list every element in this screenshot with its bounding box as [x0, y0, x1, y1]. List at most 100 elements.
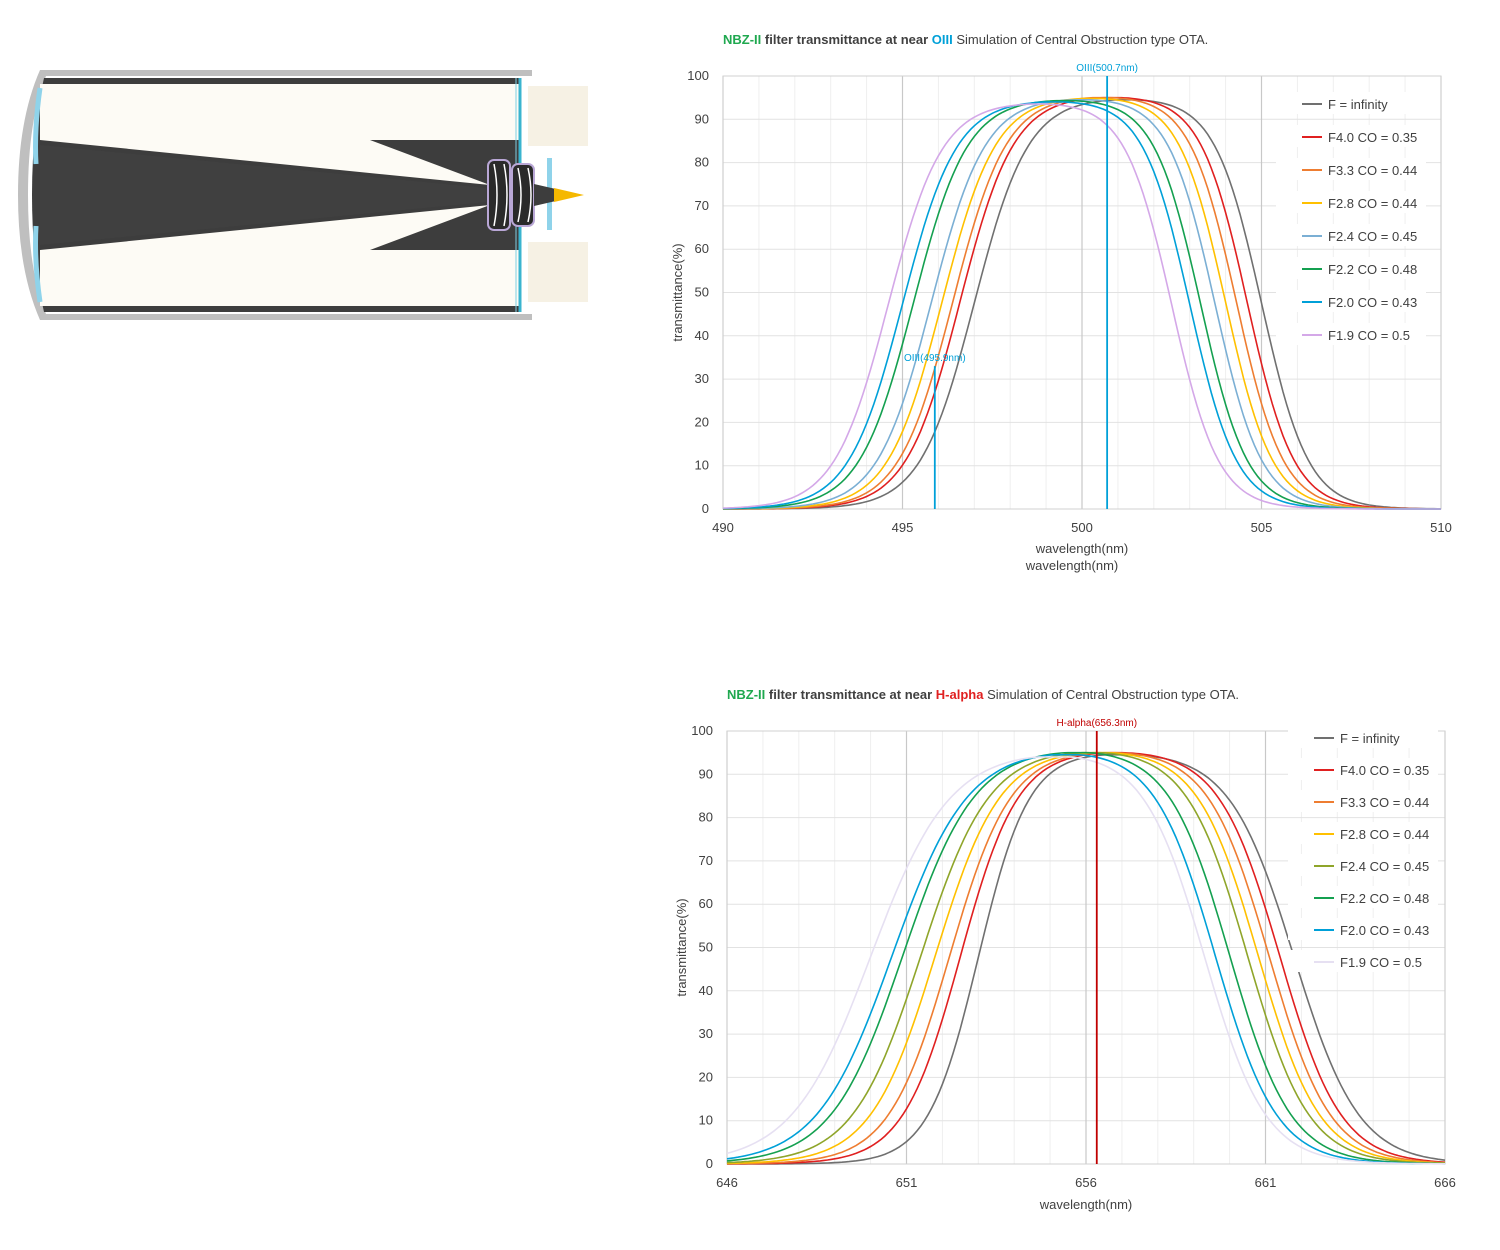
- lens-curves: [493, 163, 532, 227]
- lens-group: [487, 159, 511, 231]
- title-part: OIII: [931, 32, 953, 47]
- legend-bg: [1288, 758, 1438, 780]
- legend-label: F4.0 CO = 0.35: [1340, 763, 1429, 778]
- x-tick-label: 510: [1430, 520, 1452, 535]
- series-line: [723, 99, 1441, 510]
- annotation-label: OIII(500.7nm): [1076, 63, 1138, 74]
- x-tick-label: 651: [896, 1175, 918, 1190]
- series-line: [726, 751, 1445, 1165]
- legend-bg: [1288, 790, 1438, 812]
- legend-bg: [1276, 191, 1426, 213]
- ota-diagram: [18, 70, 588, 320]
- light-beam-top: [40, 84, 520, 185]
- y-tick-label: 30: [699, 1026, 713, 1041]
- plot-frame: [726, 730, 1446, 1165]
- y-tick-label: 50: [699, 940, 713, 955]
- primary-mirror-lower: [33, 225, 43, 303]
- legend-bg: [1276, 257, 1426, 279]
- y-tick-label: 100: [691, 723, 713, 738]
- halpha-chart-title: NBZ-II filter transmittance at near H-al…: [727, 687, 1239, 702]
- y-tick-label: 30: [695, 371, 709, 386]
- series-line: [726, 756, 1445, 1165]
- x-tick-label: 495: [892, 520, 914, 535]
- legend-label: F2.2 CO = 0.48: [1328, 262, 1417, 277]
- y-tick-label: 50: [695, 285, 709, 300]
- title-part: Simulation of Central Obstruction type O…: [952, 32, 1209, 47]
- annotation-label: H-alpha(656.3nm): [1056, 718, 1137, 729]
- legend-bg: [1288, 918, 1438, 940]
- y-tick-label: 10: [699, 1113, 713, 1128]
- y-tick-label: 20: [699, 1069, 713, 1084]
- converging-cone: [40, 145, 486, 245]
- annotation-label: OIII(495.9nm): [904, 353, 966, 364]
- legend-bg: [1276, 290, 1426, 312]
- legend-label: F3.3 CO = 0.44: [1340, 795, 1429, 810]
- title-part: H-alpha: [935, 687, 984, 702]
- legend-bg: [1276, 158, 1426, 180]
- light-beam-bottom: [40, 205, 520, 306]
- legend-bg: [1288, 854, 1438, 876]
- y-tick-label: 90: [695, 111, 709, 126]
- y-tick-label: 40: [699, 983, 713, 998]
- series-line: [722, 103, 1441, 510]
- x-tick-label: 666: [1434, 1175, 1456, 1190]
- legend-bg: [1276, 323, 1426, 345]
- legend-label: F2.8 CO = 0.44: [1340, 827, 1429, 842]
- y-tick-label: 70: [695, 198, 709, 213]
- legend-bg: [1276, 125, 1426, 147]
- legend-bg: [1288, 886, 1438, 908]
- y-tick-label: 40: [695, 328, 709, 343]
- title-part: Simulation of Central Obstruction type O…: [983, 687, 1239, 702]
- y-tick-label: 80: [699, 810, 713, 825]
- legend-label: F2.0 CO = 0.43: [1328, 295, 1417, 310]
- y-tick-label: 0: [702, 501, 709, 516]
- legend-label: F = infinity: [1328, 97, 1388, 112]
- x-tick-label: 505: [1251, 520, 1273, 535]
- legend-label: F2.2 CO = 0.48: [1340, 891, 1429, 906]
- legend-bg: [1276, 224, 1426, 246]
- title-part: NBZ-II: [727, 687, 766, 702]
- y-tick-label: 80: [695, 155, 709, 170]
- legend-label: F1.9 CO = 0.5: [1328, 328, 1410, 343]
- series-line: [727, 751, 1446, 1165]
- legend-label: F3.3 CO = 0.44: [1328, 163, 1417, 178]
- y-tick-label: 70: [699, 853, 713, 868]
- series-line: [726, 754, 1446, 1165]
- x-tick-label: 661: [1255, 1175, 1277, 1190]
- y-tick-label: 60: [695, 241, 709, 256]
- y-tick-label: 100: [687, 68, 709, 83]
- y-axis-label: transmittance(%): [670, 243, 685, 341]
- legend-label: F2.4 CO = 0.45: [1328, 229, 1417, 244]
- series-line: [723, 99, 1441, 510]
- y-tick-label: 90: [699, 766, 713, 781]
- legend-label: F4.0 CO = 0.35: [1328, 130, 1417, 145]
- y-tick-label: 60: [699, 896, 713, 911]
- y-tick-label: 0: [706, 1156, 713, 1171]
- legend-label: F2.0 CO = 0.43: [1340, 923, 1429, 938]
- x-tick-label: 646: [716, 1175, 738, 1190]
- title-part: NBZ-II: [723, 32, 762, 47]
- chart-1: 0 10 20 30 40 50 60 70 80 90 100 646 651 656 661 666 H-a…: [674, 718, 1456, 1212]
- focal-point: [554, 188, 584, 202]
- beam-outside-bottom: [528, 242, 588, 302]
- x-axis-label: wavelength(nm): [1039, 1197, 1133, 1212]
- y-axis-label: transmittance(%): [674, 898, 689, 996]
- series-line: [723, 99, 1441, 510]
- chart-0: 0 10 20 30 40 50 60 70 80 90 100 490 495 500 505 510 OII…: [670, 63, 1452, 573]
- plot-frame: [722, 75, 1442, 510]
- x-tick-label: 490: [712, 520, 734, 535]
- legend-bg: [1288, 950, 1438, 972]
- series-line: [722, 101, 1441, 510]
- y-tick-label: 10: [695, 458, 709, 473]
- legend-label: F = infinity: [1340, 731, 1400, 746]
- legend-bg: [1288, 726, 1438, 748]
- beam-outside-top: [528, 86, 588, 146]
- legend-label: F1.9 CO = 0.5: [1340, 955, 1422, 970]
- legend-label: F2.8 CO = 0.44: [1328, 196, 1417, 211]
- title-part: filter transmittance at near: [761, 32, 932, 47]
- legend-label: F2.4 CO = 0.45: [1340, 859, 1429, 874]
- legend-bg: [1276, 92, 1426, 114]
- x-axis-label: wavelength(nm): [1035, 541, 1129, 556]
- oiii-chart-title: NBZ-II filter transmittance at near OIII…: [723, 32, 1208, 47]
